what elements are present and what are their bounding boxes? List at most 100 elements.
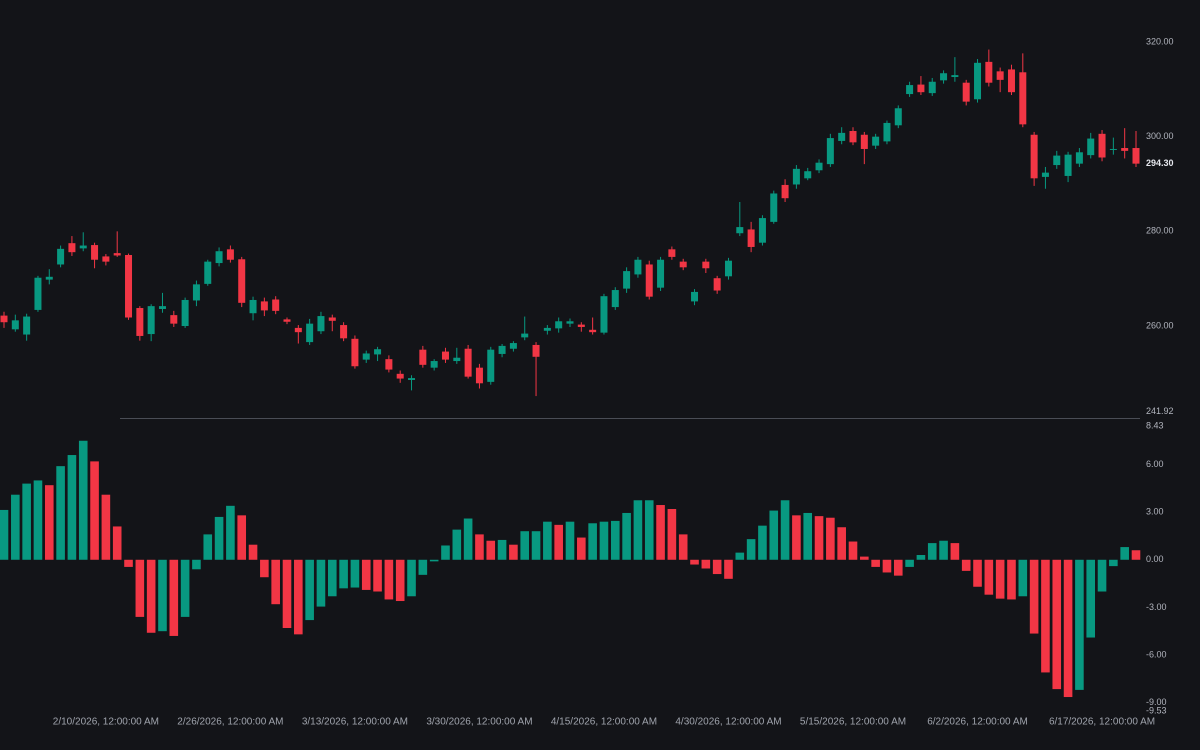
histogram-bar xyxy=(192,559,201,570)
histogram-bar xyxy=(373,559,382,592)
candle-body xyxy=(883,122,891,142)
histogram-bar xyxy=(90,461,99,560)
candle-body xyxy=(634,259,642,275)
candle-body xyxy=(657,259,665,288)
candle-body xyxy=(147,306,155,335)
candle-body xyxy=(758,218,766,243)
candle-body xyxy=(136,308,144,336)
histogram-bar xyxy=(294,559,303,635)
histogram-bar xyxy=(543,521,552,560)
x-tick-label: 6/2/2026, 12:00:00 AM xyxy=(927,717,1028,728)
candle-body xyxy=(792,168,800,185)
x-tick-label: 5/15/2026, 12:00:00 AM xyxy=(800,717,906,728)
histogram-bar xyxy=(814,516,824,560)
candle-body xyxy=(45,276,53,280)
candle-body xyxy=(419,349,427,365)
candle-body xyxy=(249,299,257,314)
histogram-bar xyxy=(905,559,914,567)
x-tick-label: 3/13/2026, 12:00:00 AM xyxy=(302,717,408,728)
histogram-bar xyxy=(690,559,699,565)
histogram-bar xyxy=(565,521,575,560)
histogram-bar xyxy=(577,537,586,560)
histogram-bar xyxy=(1131,550,1141,560)
candle-body xyxy=(849,130,857,143)
histogram-bar xyxy=(656,505,665,560)
histogram-bar xyxy=(146,559,156,633)
candle-body xyxy=(543,327,551,331)
candle-body xyxy=(679,261,687,268)
candle-body xyxy=(860,134,868,149)
histogram-bar xyxy=(339,559,348,589)
histogram-bar xyxy=(724,559,733,579)
histogram-bar xyxy=(678,534,688,560)
candle-body xyxy=(430,361,438,368)
candle-body xyxy=(702,261,710,269)
histogram-bar xyxy=(226,505,235,560)
histogram-bar xyxy=(237,515,247,560)
histogram-bar xyxy=(271,559,280,605)
histogram-bar xyxy=(497,539,507,560)
x-tick-label: 3/30/2026, 12:00:00 AM xyxy=(426,717,532,728)
histogram-bar xyxy=(995,559,1005,599)
candle-body xyxy=(1007,69,1015,93)
candle-body xyxy=(917,84,925,93)
y-tick-label: -9.53 xyxy=(1146,705,1167,715)
candle-body xyxy=(170,315,178,324)
histogram-bar xyxy=(803,512,813,560)
histogram-bar xyxy=(973,559,982,587)
candle-body xyxy=(668,249,676,257)
x-tick-label: 2/10/2026, 12:00:00 AM xyxy=(53,717,159,728)
histogram-bar xyxy=(1018,559,1028,597)
histogram-bar xyxy=(633,500,643,560)
y-tick-label: 8.43 xyxy=(1146,420,1164,430)
histogram-bar xyxy=(452,529,462,560)
candle-body xyxy=(11,320,19,330)
histogram-bar xyxy=(746,539,756,560)
candle-body xyxy=(532,344,540,357)
candle-body xyxy=(1109,148,1117,150)
histogram-bar xyxy=(871,559,880,567)
histogram-bar xyxy=(554,524,563,560)
candle-body xyxy=(996,71,1004,80)
candle-body xyxy=(838,132,846,141)
histogram-bar xyxy=(316,559,326,607)
candle-body xyxy=(102,256,110,262)
histogram-bar xyxy=(395,559,405,602)
histogram-bar xyxy=(22,483,31,560)
candle-body xyxy=(453,357,461,362)
histogram-bar xyxy=(135,559,145,617)
histogram-bar xyxy=(644,500,654,560)
candle-body xyxy=(475,367,483,384)
histogram-bar xyxy=(950,543,960,560)
histogram-bar xyxy=(916,555,926,560)
candle-body xyxy=(894,108,902,126)
histogram-bar xyxy=(203,534,213,560)
candle-body xyxy=(928,81,936,94)
candle-body xyxy=(611,290,619,308)
candle-body xyxy=(0,315,8,323)
candle-body xyxy=(113,253,121,256)
candle-body xyxy=(555,321,563,329)
candle-body xyxy=(125,255,133,318)
histogram-bar xyxy=(33,480,43,560)
histogram-bar xyxy=(124,559,133,567)
histogram-bar xyxy=(361,559,371,590)
y-tick-label: 300.00 xyxy=(1146,131,1174,141)
candle-body xyxy=(1132,148,1140,164)
candle-body xyxy=(283,319,291,322)
candle-body xyxy=(68,243,76,253)
histogram-bar xyxy=(961,559,971,571)
histogram-bar xyxy=(599,521,609,560)
histogram-bar xyxy=(610,520,620,560)
candle-body xyxy=(441,351,449,360)
histogram-bar xyxy=(667,508,677,560)
histogram-bar xyxy=(384,559,394,600)
histogram-bar xyxy=(1063,559,1073,698)
candle-body xyxy=(509,343,517,349)
histogram-bar xyxy=(1086,559,1096,638)
candle-body xyxy=(238,259,246,303)
histogram-bar xyxy=(407,559,416,597)
candle-body xyxy=(306,323,314,343)
histogram-bar xyxy=(622,512,631,560)
